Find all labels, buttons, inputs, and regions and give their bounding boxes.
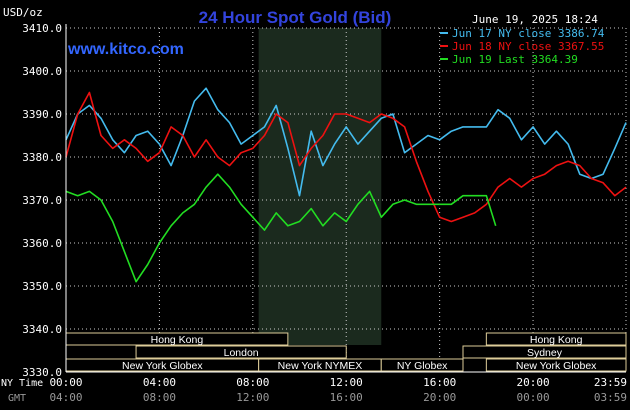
timestamp: June 19, 2025 18:24 xyxy=(472,13,598,26)
x-tick-label-gmt: 03:59 xyxy=(594,391,627,404)
unit-label: USD/oz xyxy=(3,6,43,19)
ny-time-label: NY Time xyxy=(1,378,43,389)
session-box xyxy=(485,332,627,346)
x-tick-label-gmt: 20:00 xyxy=(423,391,456,404)
session-label: Sydney xyxy=(527,347,563,359)
legend-entry-jun17: Jun 17 NY close 3386.74 xyxy=(452,27,605,40)
y-tick-label: 3330.0 xyxy=(22,366,62,379)
x-tick-label-gmt: 12:00 xyxy=(236,391,269,404)
y-tick-label: 3360.0 xyxy=(22,237,62,250)
session-box xyxy=(380,358,464,372)
session-label: New York Globex xyxy=(516,360,597,372)
y-tick-label: 3340.0 xyxy=(22,323,62,336)
series-line-jun17 xyxy=(65,87,627,197)
y-tick-label: 3400.0 xyxy=(22,65,62,78)
session-label: Hong Kong xyxy=(151,334,204,346)
y-tick-label: 3380.0 xyxy=(22,151,62,164)
chart-title: 24 Hour Spot Gold (Bid) xyxy=(199,8,392,27)
nymex-shade xyxy=(258,28,382,345)
session-label: Hong Kong xyxy=(530,334,583,346)
legend-entry-jun18: Jun 18 NY close 3367.55 xyxy=(452,40,604,53)
session-box xyxy=(462,345,627,359)
x-tick-label-gmt: 04:00 xyxy=(49,391,82,404)
session-label: London xyxy=(224,347,259,359)
x-tick-label-ny: 12:00 xyxy=(330,376,363,389)
x-tick-label-gmt: 16:00 xyxy=(330,391,363,404)
series-line-jun19 xyxy=(65,173,497,283)
x-tick-label-ny: 20:00 xyxy=(516,376,549,389)
x-tick-label-ny: 08:00 xyxy=(236,376,269,389)
session-label: NY Globex xyxy=(397,360,448,372)
x-tick-label-ny: 23:59 xyxy=(594,376,627,389)
x-tick-label-gmt: 08:00 xyxy=(143,391,176,404)
y-tick-label: 3370.0 xyxy=(22,194,62,207)
y-tick-label: 3350.0 xyxy=(22,280,62,293)
x-tick-label-gmt: 00:00 xyxy=(516,391,549,404)
session-box xyxy=(135,345,347,359)
x-tick-label-ny: 04:00 xyxy=(143,376,176,389)
gmt-label: GMT xyxy=(8,393,26,404)
x-tick-label-ny: 16:00 xyxy=(423,376,456,389)
watermark: www.kitco.com xyxy=(67,41,184,58)
legend-entry-jun19: Jun 19 Last 3364.39 xyxy=(452,53,578,66)
y-tick-label: 3410.0 xyxy=(22,22,62,35)
session-label: New York NYMEX xyxy=(278,360,363,372)
x-tick-label-ny: 00:00 xyxy=(49,376,82,389)
series-line-jun18 xyxy=(65,91,627,223)
session-label: New York Globex xyxy=(122,360,203,372)
y-tick-label: 3390.0 xyxy=(22,108,62,121)
session-box xyxy=(485,358,627,372)
